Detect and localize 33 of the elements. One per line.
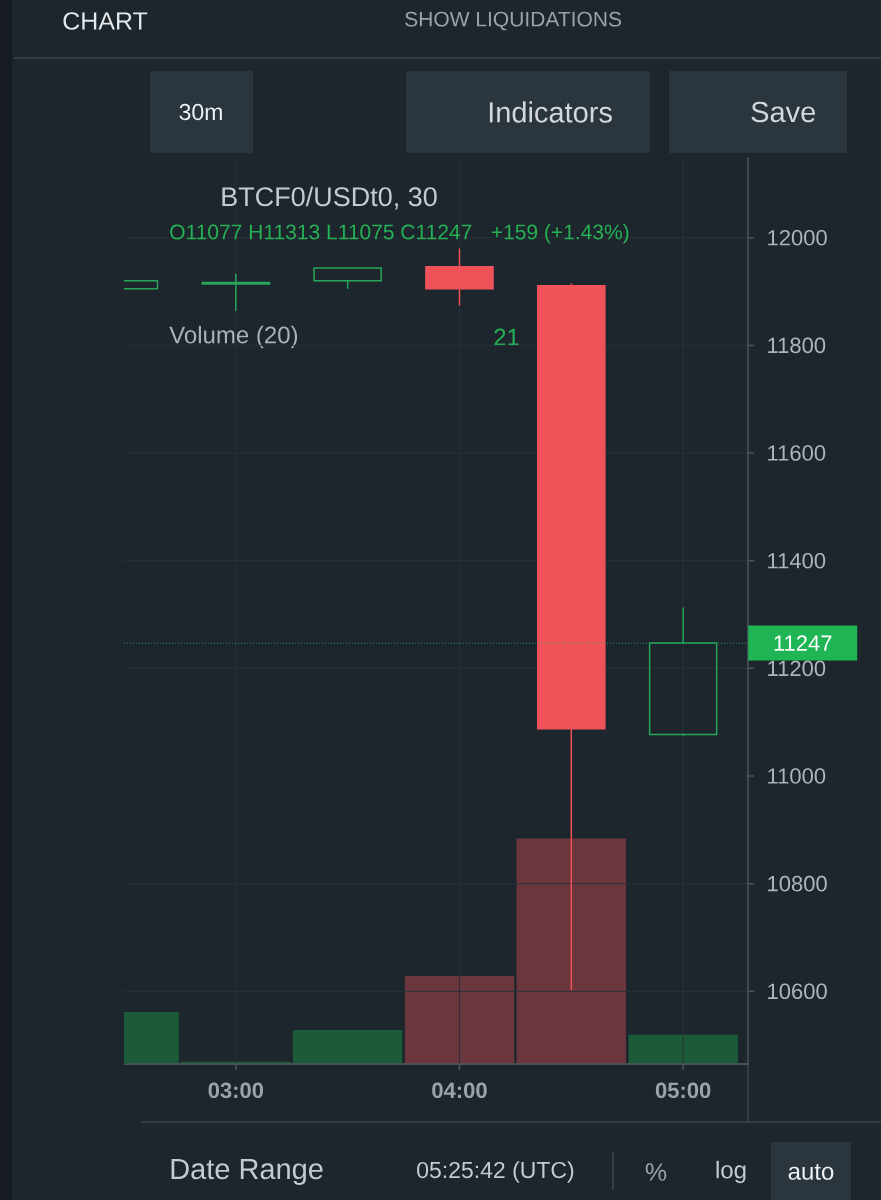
bar bbox=[404, 975, 515, 1064]
y-tick-label: 10800 bbox=[768, 875, 827, 892]
annotation: 21 bbox=[494, 328, 519, 346]
x-tick-label: 03:00 bbox=[208, 1082, 264, 1099]
text: BTCF0/USDt0, 30 bbox=[222, 186, 437, 210]
text: O11077 H11313 L11075 C11247 bbox=[170, 224, 472, 240]
y-tick-label: 10600 bbox=[768, 983, 827, 1000]
y-tick-label: 11400 bbox=[768, 552, 826, 569]
text: 30m bbox=[179, 103, 222, 121]
candlestick bbox=[648, 606, 718, 736]
text: Save bbox=[751, 101, 815, 123]
y-tick-label: 11800 bbox=[768, 337, 826, 354]
text: auto bbox=[788, 1164, 834, 1180]
annotation: +159 (+1.43%) bbox=[491, 224, 629, 244]
bar bbox=[292, 1030, 403, 1064]
text: SHOW LIQUIDATIONS bbox=[405, 11, 622, 31]
text: 05:25:42 (UTC) bbox=[417, 1161, 574, 1183]
x-tick-label: 05:00 bbox=[655, 1082, 711, 1099]
y-tick-label: 11600 bbox=[768, 445, 826, 461]
ref-line-label: 11247 bbox=[774, 635, 832, 651]
text: Indicators bbox=[489, 101, 612, 123]
text: log bbox=[716, 1160, 746, 1184]
y-tick-label: 11000 bbox=[768, 768, 826, 784]
chart-title: Volume (20) bbox=[169, 325, 298, 349]
text: CHART bbox=[63, 12, 148, 30]
bar bbox=[516, 838, 627, 1064]
bar bbox=[628, 1034, 738, 1064]
candlestick bbox=[201, 273, 271, 312]
y-tick-label: 11200 bbox=[768, 660, 826, 677]
text: % bbox=[645, 1163, 667, 1181]
text: Date Range bbox=[171, 1159, 323, 1185]
x-tick-label: 04:00 bbox=[432, 1082, 487, 1099]
y-tick-label: 12000 bbox=[768, 229, 827, 246]
